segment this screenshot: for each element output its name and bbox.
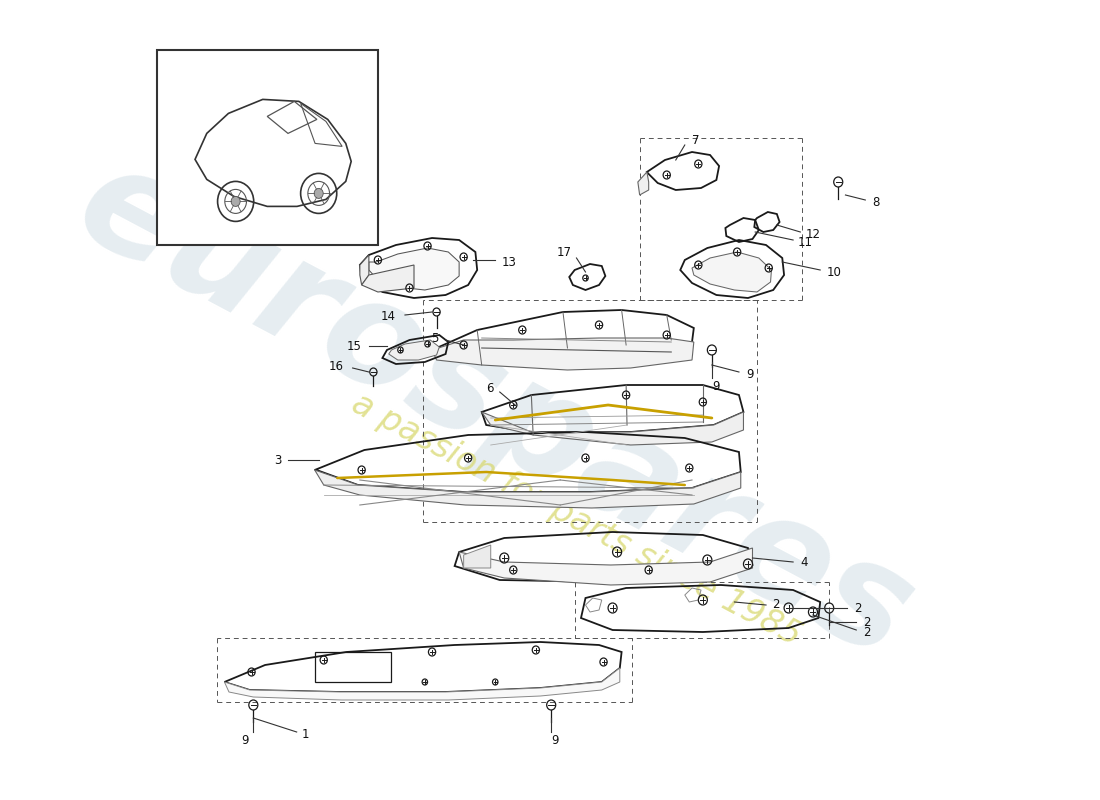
Polygon shape [482,412,744,445]
Text: 11: 11 [798,235,813,249]
Text: 2: 2 [772,598,780,611]
Text: 9: 9 [746,367,754,381]
Polygon shape [459,548,752,585]
Text: 17: 17 [557,246,572,258]
Text: a passion for parts since 1985: a passion for parts since 1985 [346,387,806,653]
Polygon shape [368,248,459,290]
Text: 12: 12 [805,227,821,241]
Text: 9: 9 [241,734,249,746]
Text: 1: 1 [301,729,309,742]
Text: 15: 15 [346,339,362,353]
Circle shape [231,196,240,206]
Text: 9: 9 [551,734,559,746]
Text: 8: 8 [872,195,880,209]
Polygon shape [362,265,414,292]
Bar [315,652,392,682]
Text: 6: 6 [486,382,494,394]
Polygon shape [432,338,694,370]
Text: 16: 16 [329,361,343,374]
Text: 13: 13 [502,255,516,269]
Text: 7: 7 [692,134,700,146]
Polygon shape [315,470,740,508]
Text: 2: 2 [855,602,862,614]
Polygon shape [224,668,619,700]
Text: 5: 5 [431,331,439,345]
Text: 2: 2 [864,615,871,629]
Text: 2: 2 [864,626,871,638]
Text: 3: 3 [274,454,282,466]
Circle shape [315,188,323,198]
Polygon shape [692,252,771,292]
Polygon shape [388,340,439,360]
Polygon shape [360,255,368,285]
Polygon shape [463,545,491,568]
Text: 9: 9 [712,379,719,393]
Text: 10: 10 [826,266,842,278]
Text: 4: 4 [801,555,807,569]
Text: 14: 14 [381,310,396,322]
Polygon shape [638,172,649,195]
Text: eurospares: eurospares [55,131,936,689]
Bar [157,50,378,245]
